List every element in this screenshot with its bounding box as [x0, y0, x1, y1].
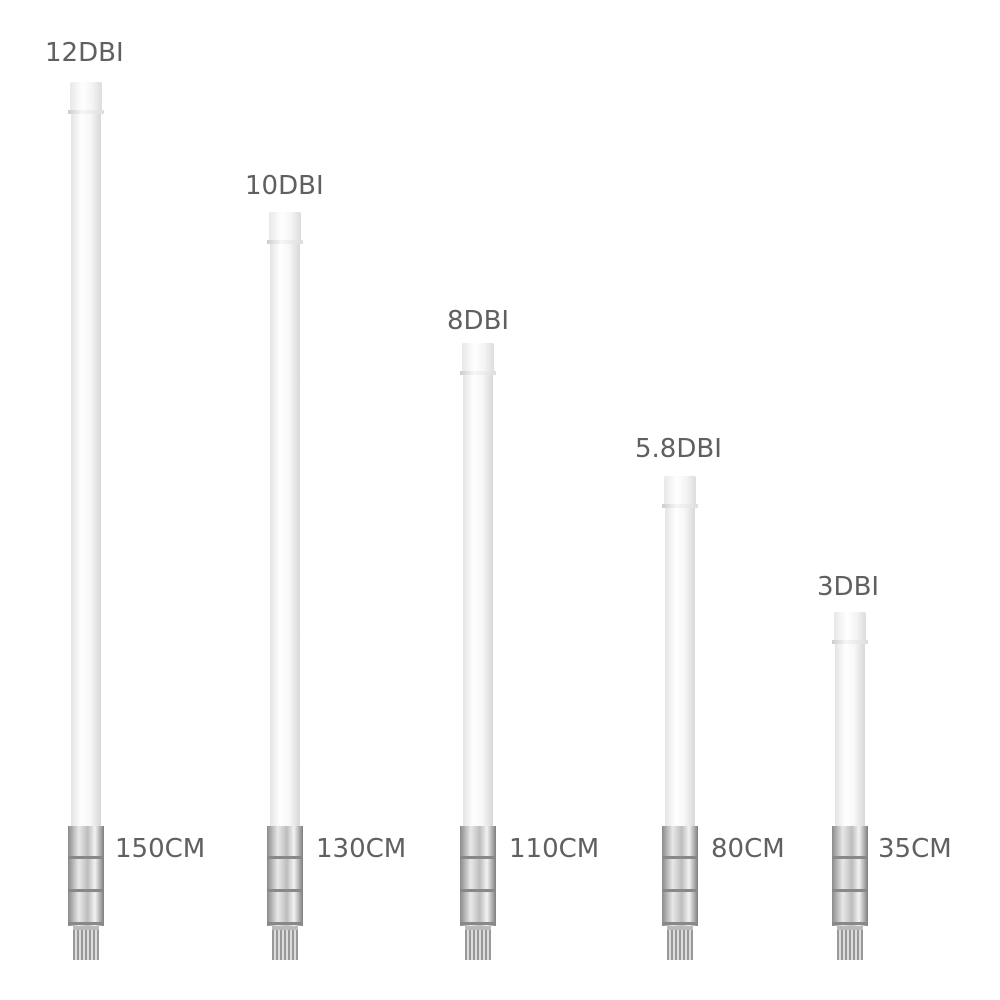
gain-label: 10DBI	[245, 171, 324, 201]
gain-label: 8DBI	[447, 306, 510, 336]
length-label: 35CM	[878, 834, 952, 864]
gain-label: 3DBI	[817, 572, 880, 602]
gain-label: 12DBI	[45, 38, 124, 68]
length-label: 80CM	[711, 834, 785, 864]
length-label: 150CM	[115, 834, 206, 864]
gain-label: 5.8DBI	[635, 434, 722, 464]
length-label: 110CM	[509, 834, 600, 864]
length-label: 130CM	[316, 834, 407, 864]
